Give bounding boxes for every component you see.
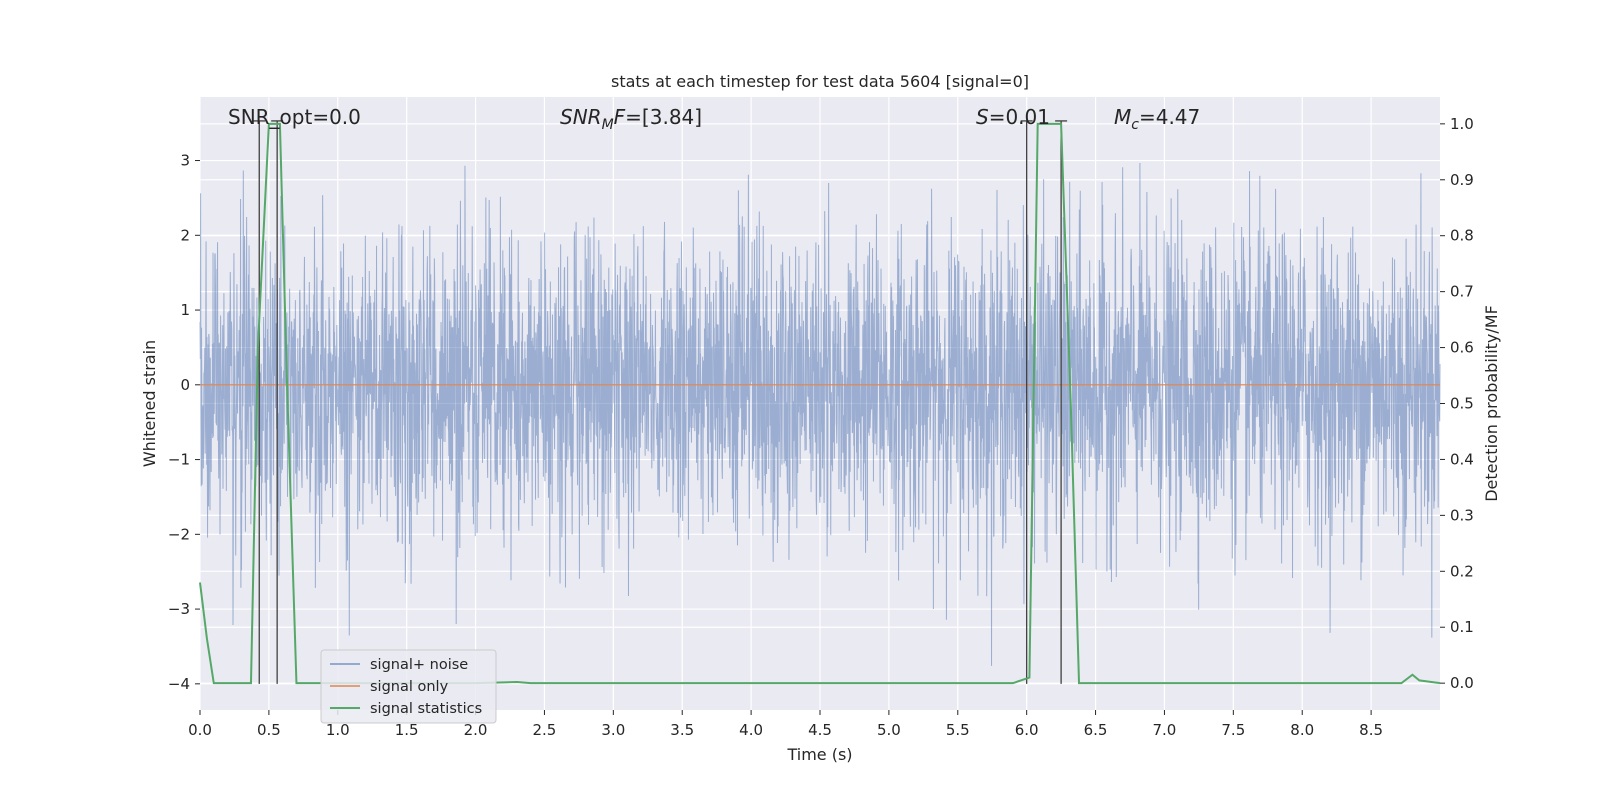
y2-tick-label: 1.0: [1450, 115, 1474, 133]
y-tick-label: −4: [168, 675, 190, 693]
legend: signal+ noise signal only signal statist…: [320, 649, 497, 724]
series-signal-statistics: [199, 122, 1441, 685]
series-signal-plus-noise: [199, 162, 1441, 666]
legend-label-signal-plus-noise: signal+ noise: [370, 657, 468, 673]
y2-tick-label: 0.2: [1450, 562, 1474, 580]
y-axis-label: Whitened strain: [140, 340, 159, 467]
x-tick-label: 6.5: [1084, 721, 1108, 739]
chart-title: stats at each timestep for test data 560…: [611, 72, 1029, 91]
y-tick-label: 1: [180, 301, 190, 319]
annotation-stat: S=0.01: [976, 105, 1050, 129]
x-tick-label: 2.5: [533, 721, 557, 739]
y-tick-label: 0: [180, 376, 190, 394]
y2-tick-label: 0.6: [1450, 339, 1474, 357]
annotation-snr-mf: SNRMF=[3.84]: [560, 105, 702, 133]
y2-tick-label: 0.4: [1450, 450, 1474, 468]
x-tick-label: 1.5: [395, 721, 419, 739]
legend-label-signal-only: signal only: [370, 679, 449, 695]
y2-tick-label: 0.0: [1450, 674, 1474, 692]
x-tick-label: 4.0: [739, 721, 763, 739]
annotation-snr-opt: SNR_opt=0.0: [228, 105, 361, 129]
x-tick-label: 8.5: [1359, 721, 1383, 739]
legend-box: [320, 649, 497, 724]
y-tick-label: −1: [168, 451, 190, 469]
y2-tick-label: 0.3: [1450, 506, 1474, 524]
y-tick-label: 3: [180, 152, 190, 170]
y2-tick-label: 0.9: [1450, 171, 1474, 189]
x-axis-label: Time (s): [786, 745, 852, 764]
y2-tick-label: 0.8: [1450, 227, 1474, 245]
marker-lines: [253, 120, 1068, 684]
y-tick-label: −3: [168, 600, 190, 618]
x-tick-label: 5.0: [877, 721, 901, 739]
x-tick-label: 7.0: [1153, 721, 1177, 739]
x-tick-label: 1.0: [326, 721, 350, 739]
x-tick-label: 8.0: [1290, 721, 1314, 739]
ticks: 0.0 0.5 1.0 1.5 2.0 2.5 3.0 3.5 4.0 4.5 5.0 5.5 6.0 6…: [168, 115, 1474, 739]
y2-tick-label: 0.7: [1450, 283, 1474, 301]
y-tick-label: −2: [168, 525, 190, 543]
x-tick-label: 0.0: [188, 721, 212, 739]
y-tick-label: 2: [180, 226, 190, 244]
x-tick-label: 5.5: [946, 721, 970, 739]
legend-label-signal-statistics: signal statistics: [370, 701, 482, 717]
x-tick-label: 3.0: [601, 721, 625, 739]
x-tick-label: 4.5: [808, 721, 832, 739]
x-tick-label: 3.5: [670, 721, 694, 739]
x-tick-label: 7.5: [1221, 721, 1245, 739]
annotation-mc: Mc=4.47: [1114, 105, 1200, 133]
y2-tick-label: 0.1: [1450, 618, 1474, 636]
x-tick-label: 2.0: [464, 721, 488, 739]
y2-axis-label: Detection probability/MF: [1482, 305, 1501, 502]
x-tick-label: 0.5: [257, 721, 281, 739]
signal-statistics-line: [199, 122, 1441, 685]
x-tick-label: 6.0: [1015, 721, 1039, 739]
signal-plus-noise-line: [199, 162, 1441, 666]
y2-tick-label: 0.5: [1450, 395, 1474, 413]
